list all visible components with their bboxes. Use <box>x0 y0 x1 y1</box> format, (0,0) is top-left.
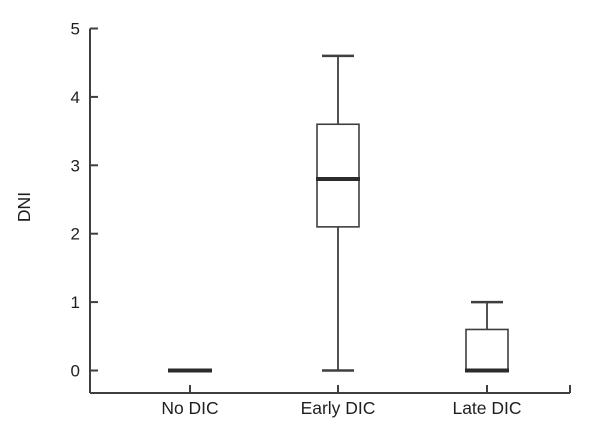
y-tick-label: 2 <box>71 225 80 244</box>
plot-layer: 0 1 2 3 4 5 No DIC Early DIC Late DIC <box>71 20 571 418</box>
y-tick-label: 5 <box>71 20 80 39</box>
box-rect <box>316 123 360 228</box>
y-axis-title: DNI <box>14 192 34 222</box>
y-tick-label: 3 <box>71 156 80 175</box>
box-rect <box>465 328 509 372</box>
y-tick-label: 1 <box>71 293 80 312</box>
y-tick-label: 4 <box>71 88 80 107</box>
y-tick-label: 0 <box>71 362 80 381</box>
x-category-label: Late DIC <box>452 398 521 418</box>
x-category-label: Early DIC <box>301 398 376 418</box>
x-category-label: No DIC <box>161 398 218 418</box>
